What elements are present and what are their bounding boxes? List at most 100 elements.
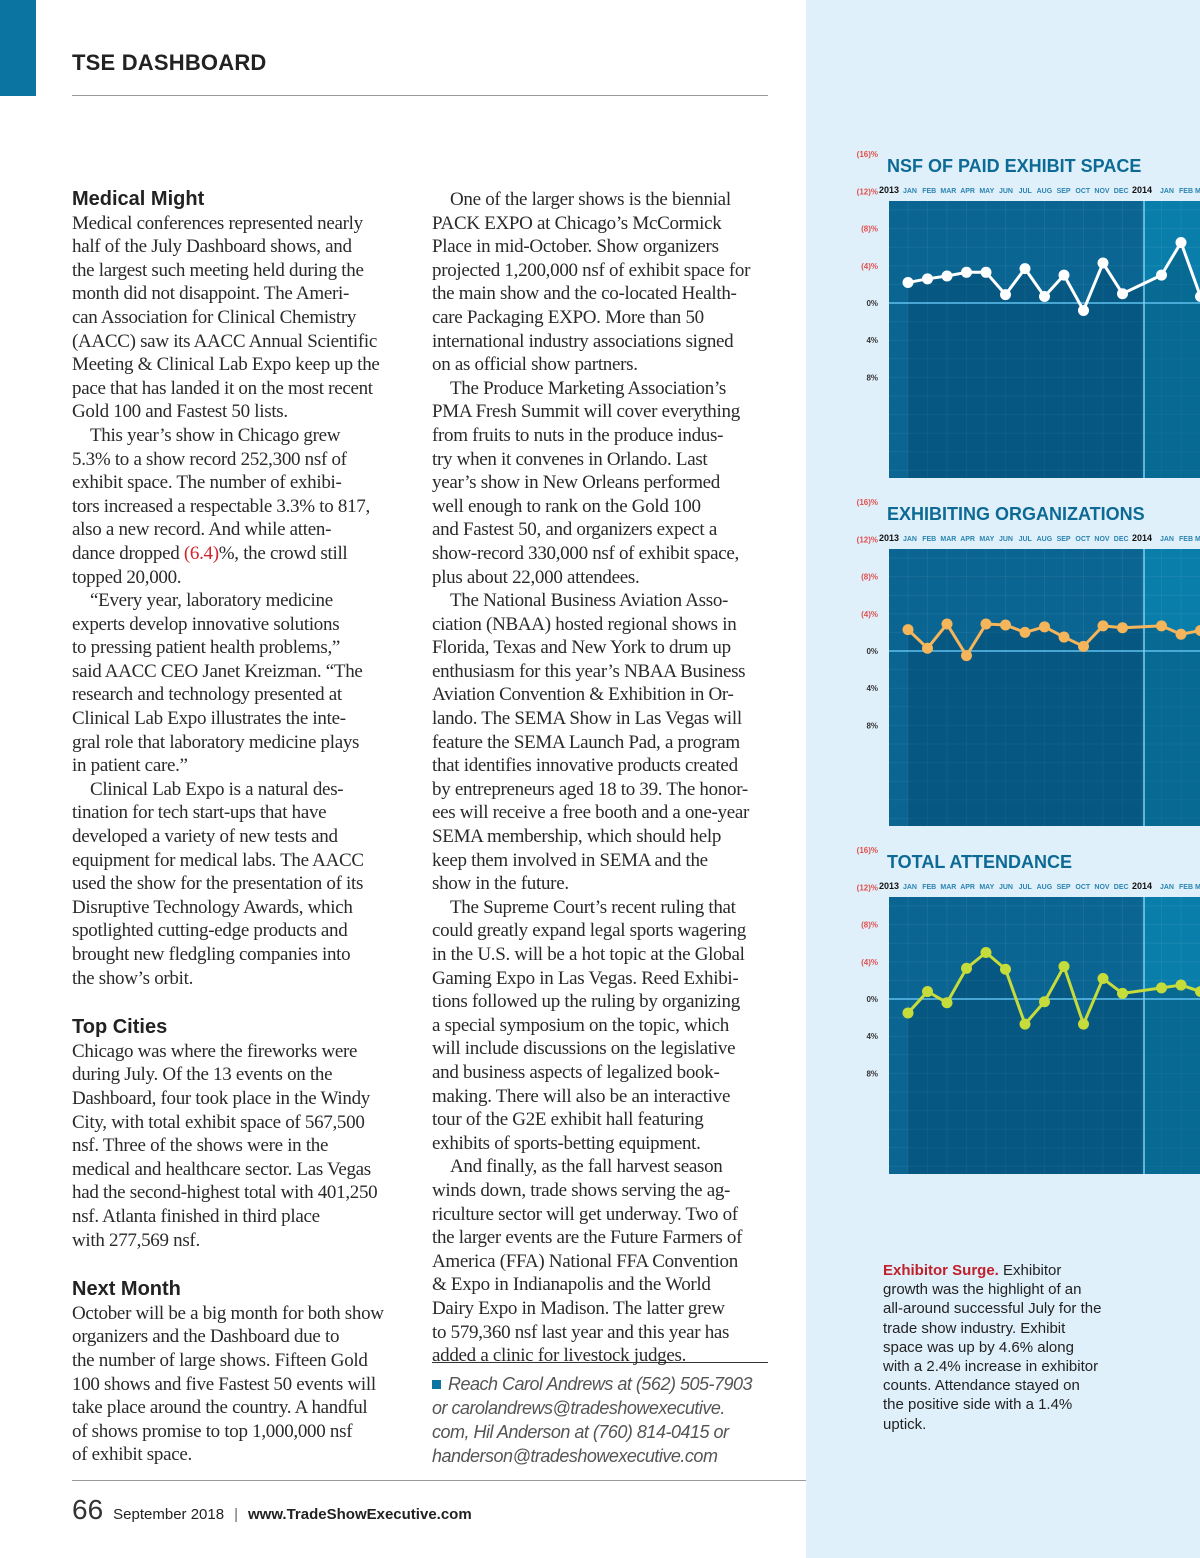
data-point: [1000, 619, 1011, 631]
page-number: 66: [72, 1494, 104, 1525]
y-tick-label: (16)%: [857, 846, 878, 855]
y-tick-label: 4%: [866, 684, 878, 693]
text-line: to 579,360 nsf last year and this year h…: [432, 1321, 730, 1343]
text-line: added a clinic for livestock judges.: [432, 1345, 687, 1367]
website-link[interactable]: www.TradeShowExecutive.com: [247, 1506, 472, 1523]
text-line: One of the larger shows is the biennial: [450, 189, 731, 210]
data-point: [1019, 1018, 1031, 1030]
text-line: The National Business Aviation Asso-: [450, 590, 729, 612]
y-tick-label: (4)%: [861, 262, 878, 271]
month-label: MAR: [940, 188, 956, 195]
text-line: SEMA membership, which should help: [432, 826, 722, 848]
data-point: [961, 266, 972, 278]
month-label: OCT: [1075, 536, 1091, 543]
text-line: projected 1,200,000 nsf of exhibit space…: [432, 259, 751, 281]
text-line: tions followed up the ruling by organizi…: [432, 991, 740, 1013]
section-heading: Next Month: [72, 1278, 181, 1301]
month-label: AUG: [1037, 536, 1053, 543]
text-line: of shows promise to top 1,000,000 nsf: [72, 1420, 353, 1442]
text-line: This year’s show in Chicago grew: [90, 424, 341, 446]
data-point: [1058, 960, 1070, 972]
data-point: [980, 266, 992, 278]
data-point: [980, 947, 992, 958]
text-line: enthusiasm for this year’s NBAA Business: [432, 660, 746, 682]
month-label: JUL: [1019, 536, 1033, 543]
text-line: pace that has landed it on the most rece…: [72, 377, 373, 399]
text-line: by entrepreneurs aged 18 to 39. The hono…: [432, 778, 748, 800]
year-label: 2013: [879, 185, 899, 195]
text-line: tors increased a respectable 3.3% to 817…: [72, 495, 370, 517]
year-label: 2013: [879, 881, 899, 891]
month-label: AUG: [1037, 188, 1053, 195]
text-line: Dashboard, four took place in the Windy: [72, 1087, 370, 1109]
year-label: 2014: [1132, 185, 1152, 195]
data-point: [902, 624, 914, 636]
text-line: will include discussions on the legislat…: [432, 1038, 736, 1060]
text-line: from fruits to nuts in the produce indus…: [432, 424, 724, 446]
text-line: topped 20,000.: [72, 566, 182, 588]
text-line: equipment for medical labs. The AACC: [72, 849, 364, 871]
text-line: exhibit space. The number of exhibi-: [72, 472, 342, 494]
text-line: in patient care.”: [72, 755, 188, 777]
month-label: M: [1195, 536, 1200, 543]
data-point: [1078, 304, 1089, 316]
text-line: organizers and the Dashboard due to: [72, 1326, 340, 1348]
text-line: Meeting & Clinical Lab Expo keep up the: [72, 354, 380, 376]
month-label: OCT: [1075, 188, 1091, 195]
month-label: JAN: [1160, 188, 1174, 195]
data-point: [1195, 291, 1200, 302]
data-point: [1195, 986, 1200, 998]
text-line: show in the future.: [432, 873, 569, 895]
text-line: Florida, Texas and New York to drum up: [432, 637, 731, 659]
text-line: exhibits of sports-betting equipment.: [432, 1132, 701, 1154]
month-label: FEB: [922, 188, 936, 195]
data-point: [1097, 620, 1109, 632]
text-line: and Fastest 50, and organizers expect a: [432, 519, 717, 541]
data-point: [1078, 640, 1089, 652]
data-point: [961, 650, 972, 662]
text-line: Gaming Expo in Las Vegas. Reed Exhibi-: [432, 967, 739, 989]
plot-area-2013: [889, 549, 1144, 826]
month-label: OCT: [1075, 884, 1091, 891]
text-line: on as official show partners.: [432, 354, 638, 376]
text-line: that identifies innovative products crea…: [432, 755, 738, 777]
data-point: [1000, 289, 1011, 301]
text-line: gral role that laboratory medicine plays: [72, 731, 360, 753]
y-tick-label: (8)%: [861, 921, 878, 930]
text-line: And finally, as the fall harvest season: [450, 1156, 723, 1178]
plot-area-2014: [1144, 201, 1200, 478]
month-label: FEB: [1179, 188, 1193, 195]
text-line: 100 shows and five Fastest 50 events wil…: [72, 1373, 376, 1395]
text-line: a special symposium on the topic, which: [432, 1014, 729, 1036]
data-point: [1039, 290, 1050, 302]
paragraph-gap: [72, 990, 422, 1016]
text-line: research and technology presented at: [72, 684, 342, 706]
text-line: October will be a big month for both sho…: [72, 1302, 384, 1324]
text-line: Dairy Expo in Madison. The latter grew: [432, 1297, 725, 1319]
text-line: the largest such meeting held during the: [72, 259, 364, 281]
y-tick-label: (16)%: [857, 498, 878, 507]
month-label: JUL: [1019, 884, 1033, 891]
text-line: Chicago was where the fireworks were: [72, 1040, 358, 1062]
text-line: with 277,569 nsf.: [72, 1229, 200, 1251]
text-line: year’s show in New Orleans performed: [432, 472, 721, 494]
data-point: [1175, 628, 1187, 640]
text-line: the number of large shows. Fifteen Gold: [72, 1349, 368, 1371]
text-line: Aviation Convention & Exhibition in Or-: [432, 684, 734, 706]
text-line: tour of the G2E exhibit hall featuring: [432, 1109, 704, 1131]
contact-divider: [432, 1362, 768, 1363]
text-line: making. There will also be an interactiv…: [432, 1085, 731, 1107]
month-label: SEP: [1057, 884, 1071, 891]
y-tick-label: 0%: [866, 995, 878, 1004]
text-line: Disruptive Technology Awards, which: [72, 896, 353, 918]
y-tick-label: 8%: [866, 373, 878, 382]
text-line: feature the SEMA Launch Pad, a program: [432, 731, 740, 753]
text-line: lando. The SEMA Show in Las Vegas will: [432, 708, 742, 730]
data-point: [1156, 269, 1167, 281]
data-point: [902, 1007, 914, 1019]
text-line: ees will receive a free booth and a one-…: [432, 802, 750, 824]
paragraph-gap: [72, 1252, 422, 1278]
